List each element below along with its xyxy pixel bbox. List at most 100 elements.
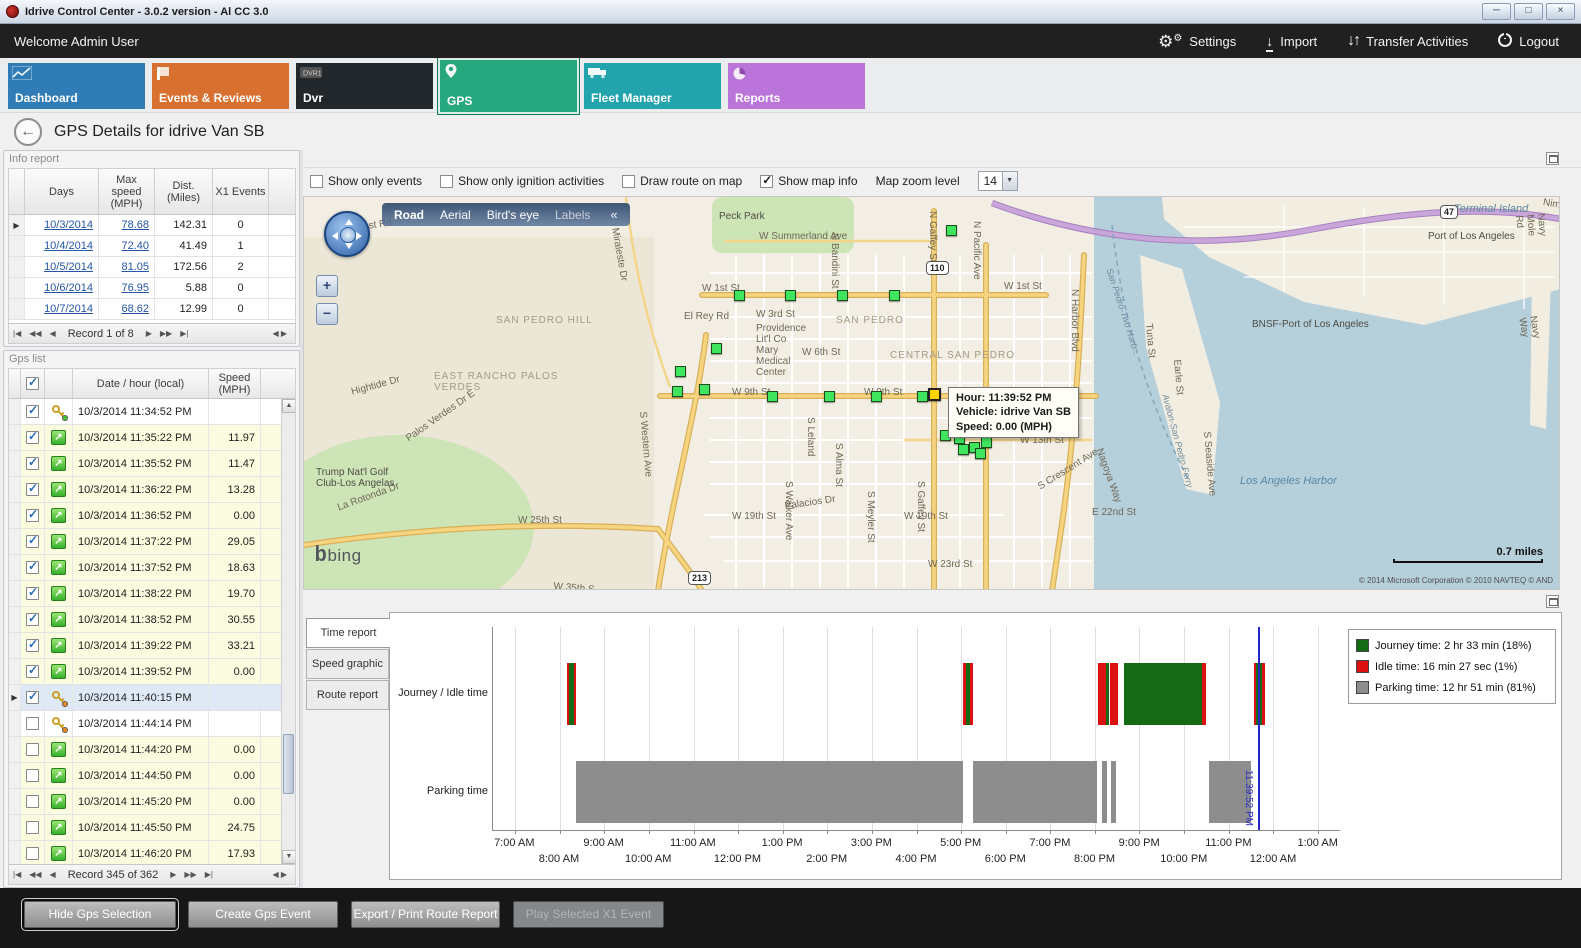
tab-gps[interactable]: GPS (440, 60, 577, 112)
row-checkbox[interactable] (26, 507, 39, 522)
gps-list-row[interactable]: ↗ 10/3/2014 11:44:50 PM 0.00 (9, 763, 295, 789)
row-checkbox-cell[interactable] (21, 529, 45, 554)
transfer-activities-button[interactable]: ↓↑ Transfer Activities (1347, 32, 1468, 50)
scroll-down-icon[interactable]: ▼ (282, 850, 295, 864)
tab-fleet-manager[interactable]: Fleet Manager (584, 63, 721, 109)
minimize-button[interactable]: ─ (1482, 3, 1511, 20)
row-checkbox[interactable] (26, 637, 39, 652)
gps-list-scrollbar[interactable]: ▲ ▼ (281, 399, 295, 864)
scroll-up-icon[interactable]: ▲ (282, 399, 295, 413)
row-checkbox-cell[interactable] (21, 659, 45, 684)
pager-first-icon[interactable]: |◀ (13, 329, 22, 338)
zoom-out-button[interactable]: − (316, 303, 338, 325)
row-checkbox[interactable] (26, 429, 39, 444)
day-link[interactable]: 10/4/2014 (44, 240, 93, 252)
max-speed-cell[interactable]: 68.62 (99, 299, 155, 319)
pager-scroll-icons[interactable]: ◀ ▶ (272, 870, 287, 879)
row-checkbox-cell[interactable] (21, 399, 45, 424)
gps-list-row[interactable]: ▶ 10/3/2014 11:40:15 PM (9, 685, 295, 711)
back-button[interactable]: ← (14, 118, 42, 146)
row-checkbox[interactable] (26, 455, 39, 470)
row-checkbox-cell[interactable] (21, 503, 45, 528)
map-view-road[interactable]: Road (394, 207, 424, 222)
row-checkbox[interactable] (26, 585, 39, 600)
vehicle-position-marker[interactable] (837, 290, 848, 301)
gps-list-row[interactable]: ↗ 10/3/2014 11:45:50 PM 24.75 (9, 815, 295, 841)
tab-reports[interactable]: Reports (728, 63, 865, 109)
row-checkbox[interactable] (26, 847, 39, 860)
row-checkbox-cell[interactable] (21, 451, 45, 476)
vehicle-position-marker[interactable] (699, 384, 710, 395)
checkbox-icon[interactable] (310, 174, 323, 188)
row-checkbox-cell[interactable] (21, 711, 45, 736)
vehicle-position-marker[interactable] (672, 386, 683, 397)
row-checkbox[interactable] (26, 533, 39, 548)
row-checkbox-cell[interactable] (21, 789, 45, 814)
day-link[interactable]: 10/6/2014 (44, 282, 93, 294)
map-view-aerial[interactable]: Aerial (440, 207, 471, 222)
column-header[interactable]: Speed (MPH) (209, 369, 261, 398)
hide-gps-selection-button[interactable]: Hide Gps Selection (24, 901, 176, 928)
select-all-checkbox[interactable] (21, 369, 45, 398)
map-zoom-select[interactable]: 14 ▼ (977, 171, 1018, 191)
gps-list-row[interactable]: ↗ 10/3/2014 11:39:52 PM0.00 (9, 659, 295, 685)
vehicle-position-marker[interactable] (969, 442, 980, 453)
gps-list-row[interactable]: ↗ 10/3/2014 11:44:20 PM 0.00 (9, 737, 295, 763)
pager-prev-icon[interactable]: ◀ (49, 329, 56, 338)
logout-button[interactable]: Logout (1498, 30, 1559, 50)
vehicle-position-marker[interactable] (946, 225, 957, 236)
row-checkbox-cell[interactable] (21, 555, 45, 580)
row-checkbox[interactable] (26, 689, 39, 704)
row-checkbox[interactable] (26, 821, 39, 834)
report-tab-route-report[interactable]: Route report (306, 680, 389, 710)
report-tab-time-report[interactable]: Time report (306, 618, 390, 648)
map-panel-collapse-icon[interactable] (1546, 152, 1559, 165)
day-cell[interactable]: 10/4/2014 (25, 236, 99, 256)
max-speed-link[interactable]: 72.40 (121, 240, 149, 252)
column-header[interactable]: X1 Events (213, 169, 269, 214)
gps-list-row[interactable]: 10/3/2014 11:34:52 PM (9, 399, 295, 425)
max-speed-link[interactable]: 76.95 (121, 282, 149, 294)
export-print-route-report-button[interactable]: Export / Print Route Report (351, 901, 500, 928)
pager-next-icon[interactable]: ▶ (145, 329, 152, 338)
day-link[interactable]: 10/3/2014 (44, 219, 93, 231)
pager-prevpage-icon[interactable]: ◀◀ (29, 329, 42, 338)
zoom-in-button[interactable]: + (316, 275, 338, 297)
vehicle-position-marker[interactable] (917, 391, 928, 402)
chart-panel-collapse-icon[interactable] (1546, 595, 1559, 608)
column-header[interactable]: Max speed (MPH) (99, 169, 155, 214)
row-checkbox-cell[interactable] (21, 633, 45, 658)
row-checkbox-cell[interactable] (21, 425, 45, 450)
settings-button[interactable]: ⚙⚙ Settings (1158, 33, 1236, 50)
report-tab-speed-graphic[interactable]: Speed graphic (306, 649, 389, 679)
map-nav-collapse-icon[interactable]: « (610, 207, 618, 222)
row-checkbox-cell[interactable] (21, 581, 45, 606)
row-checkbox-cell[interactable] (21, 607, 45, 632)
tab-events-reviews[interactable]: Events & Reviews (152, 63, 289, 109)
pager-nextpage-icon[interactable]: ▶▶ (159, 329, 173, 338)
gps-list-row[interactable]: ↗ 10/3/2014 11:45:20 PM 0.00 (9, 789, 295, 815)
vehicle-position-marker[interactable] (767, 391, 778, 402)
gps-list-row[interactable]: ↗ 10/3/2014 11:36:52 PM0.00 (9, 503, 295, 529)
checkbox-icon[interactable] (622, 174, 636, 188)
map-option-draw-route-on-map[interactable]: Draw route on map (622, 174, 742, 188)
day-link[interactable]: 10/5/2014 (44, 261, 93, 273)
pager-prevpage-icon[interactable]: ◀◀ (29, 870, 42, 879)
row-checkbox-cell[interactable] (21, 685, 45, 710)
selected-vehicle-marker[interactable] (928, 388, 941, 401)
scroll-thumb[interactable] (283, 733, 294, 794)
column-header[interactable]: Days (25, 169, 99, 214)
info-report-row[interactable]: 10/4/2014 72.40 41.49 1 (9, 236, 295, 257)
max-speed-cell[interactable]: 72.40 (99, 236, 155, 256)
vehicle-position-marker[interactable] (981, 437, 992, 448)
create-gps-event-button[interactable]: Create Gps Event (188, 901, 338, 928)
tab-dvr[interactable]: DVR1 Dvr (296, 63, 433, 109)
map-view-labels[interactable]: Labels (555, 207, 591, 222)
map-option-show-map-info[interactable]: Show map info (760, 173, 858, 188)
